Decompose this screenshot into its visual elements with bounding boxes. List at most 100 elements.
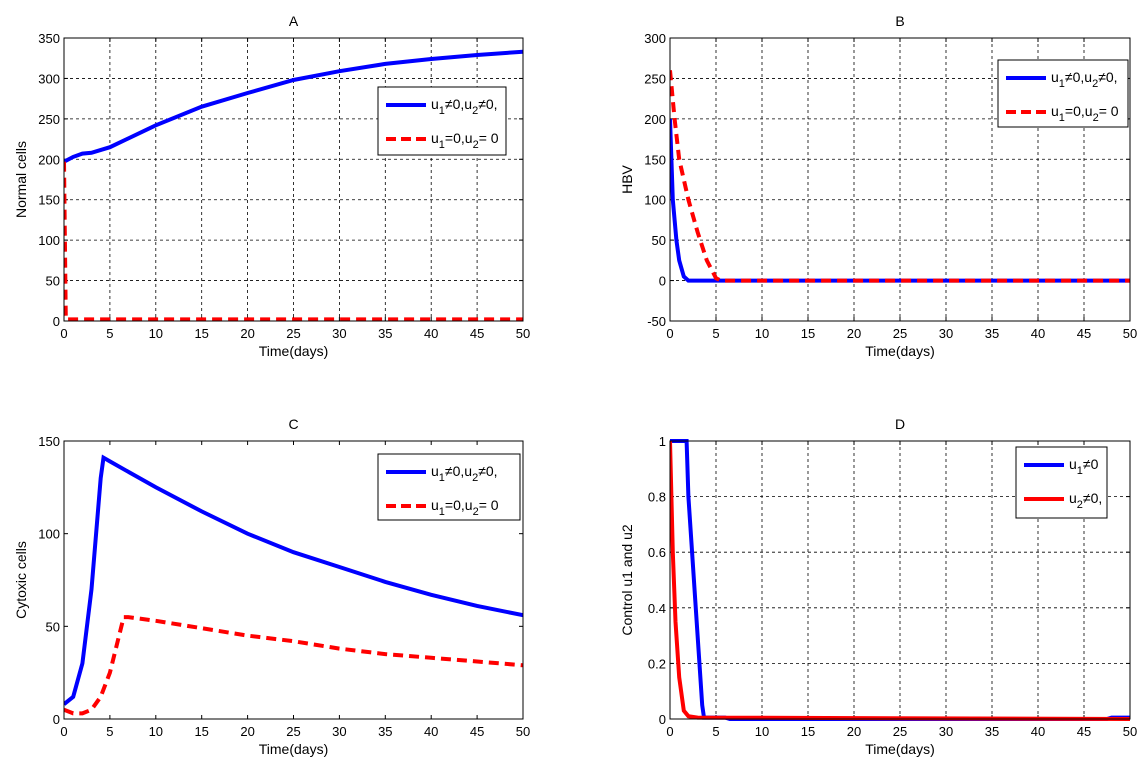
- series-line-1: [670, 118, 1130, 283]
- legend-box: [377, 453, 521, 521]
- y-tick-label: 100: [644, 193, 666, 208]
- x-tick-label: 15: [194, 724, 208, 739]
- legend-label-2: u1=0,u2= 0: [1051, 103, 1119, 124]
- legend-text-part: u: [1069, 490, 1077, 506]
- x-tick-label: 0: [60, 724, 67, 739]
- y-tick-label: 100: [38, 527, 60, 542]
- x-tick-label: 5: [106, 724, 113, 739]
- legend: u1≠0,u2≠0,u1=0,u2= 0: [377, 86, 507, 156]
- legend-text-part: ≠0: [1083, 456, 1099, 472]
- y-axis-label: Cytoxic cells: [13, 541, 29, 619]
- legend-text-part: =0,u: [445, 130, 473, 146]
- legend-subscript: 1: [1059, 78, 1065, 90]
- y-tick-label: 50: [46, 274, 60, 289]
- x-tick-label: 0: [666, 724, 673, 739]
- x-tick-label: 45: [470, 724, 484, 739]
- legend-text-part: ≠0,: [478, 463, 497, 479]
- x-axis-label: Time(days): [259, 343, 329, 359]
- x-tick-label: 25: [286, 724, 300, 739]
- legend-box: [997, 59, 1129, 128]
- legend-text-part: ≠0,u: [445, 96, 472, 112]
- x-tick-label: 20: [847, 326, 861, 341]
- x-tick-label: 40: [1031, 326, 1045, 341]
- legend-text-part: = 0: [1099, 103, 1119, 119]
- legend-label-1: u1≠0: [1069, 456, 1099, 477]
- x-tick-label: 10: [149, 724, 163, 739]
- y-tick-label: 200: [38, 152, 60, 167]
- legend-subscript: 1: [1077, 465, 1083, 477]
- x-tick-label: 35: [378, 326, 392, 341]
- legend-text-part: = 0: [479, 130, 499, 146]
- x-tick-label: 45: [1077, 326, 1091, 341]
- legend-text-part: ≠0,: [478, 96, 497, 112]
- y-tick-label: 0: [53, 712, 60, 727]
- y-tick-label: 350: [38, 31, 60, 46]
- legend-text-part: u: [431, 130, 439, 146]
- x-tick-label: 30: [939, 724, 953, 739]
- x-tick-label: 35: [985, 724, 999, 739]
- legend-text-part: ≠0,u: [445, 463, 472, 479]
- legend-subscript: 1: [439, 139, 445, 151]
- legend-text-part: =0,u: [445, 497, 473, 513]
- x-axis-label: Time(days): [865, 741, 935, 757]
- legend-label-1: u1≠0,u2≠0,: [431, 96, 498, 117]
- subplot-A: 0 5 10 15 20 25 30 35 40 45 50 0 50 100 150 200 250 300 35…: [13, 13, 530, 359]
- x-tick-label: 40: [424, 326, 438, 341]
- legend-text-part: ≠0,: [1098, 69, 1117, 85]
- legend: u1≠0u2≠0,: [1015, 446, 1108, 519]
- x-tick-label: 40: [1031, 724, 1045, 739]
- y-axis-label: Normal cells: [13, 141, 29, 218]
- subplot-title: D: [895, 416, 905, 432]
- x-tick-label: 10: [149, 326, 163, 341]
- x-tick-label: 25: [893, 724, 907, 739]
- x-tick-label: 25: [893, 326, 907, 341]
- legend-text-part: ≠0,: [1083, 490, 1102, 506]
- subplot-title: C: [288, 416, 298, 432]
- legend-text-part: u: [1051, 103, 1059, 119]
- subplot-title: A: [289, 13, 299, 29]
- x-tick-label: 50: [516, 724, 530, 739]
- x-tick-label: 15: [801, 326, 815, 341]
- x-tick-label: 10: [755, 724, 769, 739]
- y-tick-label: -50: [647, 314, 666, 329]
- x-tick-label: 15: [801, 724, 815, 739]
- y-tick-label: 0.6: [648, 545, 666, 560]
- x-axis-label: Time(days): [259, 741, 329, 757]
- axes-box: [669, 440, 1131, 720]
- legend-label-1: u1≠0,u2≠0,: [1051, 69, 1118, 90]
- x-tick-label: 10: [755, 326, 769, 341]
- x-tick-label: 20: [240, 724, 254, 739]
- legend-subscript: 2: [1077, 499, 1083, 511]
- series-line-1: [64, 49, 523, 164]
- axes-box: [669, 37, 1131, 322]
- legend-text-part: u: [1051, 69, 1059, 85]
- x-tick-label: 30: [939, 326, 953, 341]
- y-tick-label: 300: [644, 31, 666, 46]
- legend-text-part: u: [431, 497, 439, 513]
- legend-label-2: u1=0,u2= 0: [431, 130, 499, 151]
- x-tick-label: 50: [516, 326, 530, 341]
- legend-subscript: 2: [1093, 112, 1099, 124]
- y-tick-label: 0.4: [648, 601, 666, 616]
- y-tick-label: 100: [38, 233, 60, 248]
- legend-subscript: 1: [1059, 112, 1065, 124]
- legend-subscript: 2: [1092, 78, 1098, 90]
- legend-text-part: u: [431, 463, 439, 479]
- y-tick-label: 250: [644, 71, 666, 86]
- legend-subscript: 1: [439, 506, 445, 518]
- x-tick-label: 50: [1123, 724, 1137, 739]
- legend-subscript: 2: [472, 472, 478, 484]
- x-tick-label: 45: [470, 326, 484, 341]
- legend-subscript: 1: [439, 105, 445, 117]
- subplot-D: 0 5 10 15 20 25 30 35 40 45 50 0 0.2 0.4 0.6 0.8 1 D Time(…: [619, 416, 1137, 757]
- x-tick-label: 15: [194, 326, 208, 341]
- series-line-2: [670, 440, 1130, 721]
- legend: u1≠0,u2≠0,u1=0,u2= 0: [377, 453, 521, 521]
- y-tick-label: 0: [659, 712, 666, 727]
- legend-label-2: u2≠0,: [1069, 490, 1102, 511]
- x-tick-label: 35: [378, 724, 392, 739]
- y-axis-label: HBV: [619, 164, 635, 193]
- legend: u1≠0,u2≠0,u1=0,u2= 0: [997, 59, 1129, 128]
- x-tick-label: 5: [712, 326, 719, 341]
